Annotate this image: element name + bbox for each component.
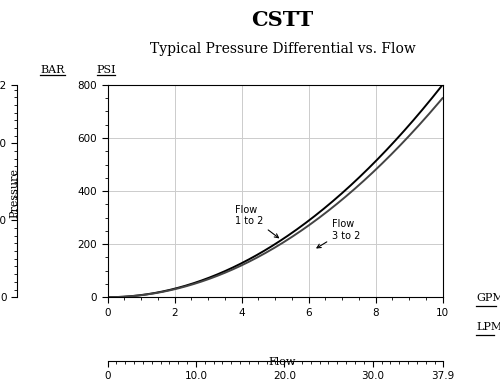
Text: LPM: LPM (476, 322, 500, 332)
Text: PSI: PSI (96, 65, 116, 75)
Text: GPM: GPM (476, 293, 500, 303)
Text: CSTT: CSTT (252, 10, 314, 30)
Text: Flow
1 to 2: Flow 1 to 2 (235, 205, 279, 238)
Text: BAR: BAR (40, 65, 64, 75)
Text: Pressure: Pressure (9, 168, 19, 218)
Text: Typical Pressure Differential vs. Flow: Typical Pressure Differential vs. Flow (150, 42, 416, 56)
Text: Flow
3 to 2: Flow 3 to 2 (317, 219, 360, 248)
Text: Flow: Flow (269, 357, 296, 367)
